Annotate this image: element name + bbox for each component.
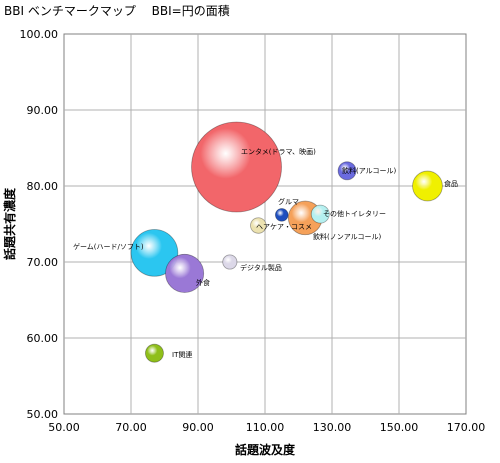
y-tick-label: 50.00	[27, 408, 59, 421]
bubbles	[130, 121, 443, 363]
bubble-label: IT関連	[172, 350, 192, 359]
bubble-label: エンタメ(ドラマ、映画)	[241, 147, 316, 156]
bubble-label: その他トイレタリー	[323, 209, 386, 218]
bubble-marker	[165, 253, 205, 293]
x-tick-label: 170.00	[447, 421, 486, 434]
y-tick-label: 70.00	[27, 256, 59, 269]
bubble-label: 飲料(アルコール)	[342, 166, 397, 175]
bubble-label: 食品	[444, 179, 458, 188]
bubble-label: デジタル製品	[240, 263, 282, 272]
grid-lines	[64, 34, 466, 414]
x-axis-title: 話題波及度	[235, 442, 296, 457]
bubble-marker	[250, 217, 267, 234]
y-tick-label: 80.00	[27, 180, 59, 193]
y-axis-title: 話題共有濃度	[2, 187, 17, 260]
y-tick-label: 90.00	[27, 104, 59, 117]
x-tick-label: 150.00	[380, 421, 419, 434]
bubble-label: ヘアケア・コスメ	[256, 223, 312, 231]
x-tick-label: 90.00	[182, 421, 214, 434]
x-tick-label: 130.00	[313, 421, 352, 434]
bubble-label: 飲料(ノンアルコール)	[313, 232, 382, 241]
bubble-marker	[337, 161, 357, 181]
x-tick-label: 50.00	[48, 421, 80, 434]
bubble-marker	[412, 170, 443, 202]
bubble-marker	[222, 254, 238, 270]
y-tick-label: 60.00	[27, 332, 59, 345]
bubble-marker	[191, 121, 282, 213]
bubble-label: ゲーム(ハード/ソフト)	[73, 242, 144, 251]
bubble-marker	[145, 343, 164, 363]
bubble-marker	[274, 208, 289, 222]
x-tick-label: 110.00	[246, 421, 285, 434]
x-tick-label: 70.00	[115, 421, 147, 434]
bubble-marker	[310, 204, 330, 224]
axis-ticks: 50.00 70.00 90.00 110.00 130.00 150.00 170.00 5…	[20, 28, 486, 434]
bubble-label: 外食	[196, 278, 210, 287]
y-tick-label: 100.00	[20, 28, 59, 41]
chart-title: BBI ベンチマークマップ BBI=円の面積	[4, 4, 230, 18]
bubble-label: グルマ	[278, 197, 299, 206]
bubble-marker	[130, 229, 179, 277]
